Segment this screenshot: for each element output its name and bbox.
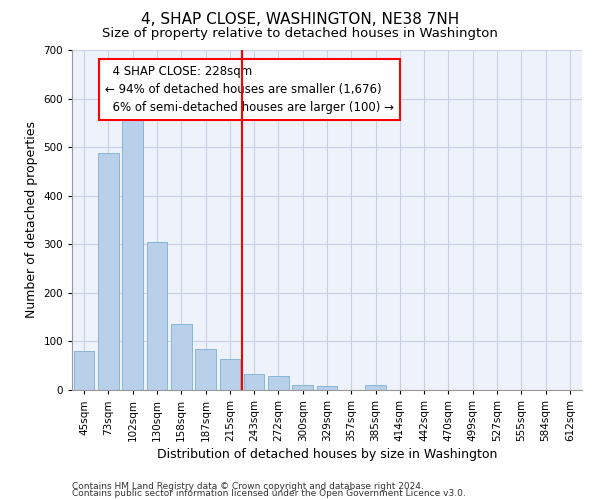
Bar	[220, 360, 240, 390]
Text: Size of property relative to detached houses in Washington: Size of property relative to detached ho…	[102, 28, 498, 40]
Text: 4, SHAP CLOSE, WASHINGTON, NE38 7NH: 4, SHAP CLOSE, WASHINGTON, NE38 7NH	[141, 12, 459, 28]
Bar	[146, 242, 167, 390]
Bar	[244, 374, 265, 390]
Bar	[292, 385, 313, 390]
Bar	[317, 386, 337, 390]
Y-axis label: Number of detached properties: Number of detached properties	[25, 122, 38, 318]
Bar	[122, 116, 143, 390]
Bar	[195, 349, 216, 390]
Bar	[268, 376, 289, 390]
Bar	[98, 154, 119, 390]
Text: 4 SHAP CLOSE: 228sqm
← 94% of detached houses are smaller (1,676)
  6% of semi-d: 4 SHAP CLOSE: 228sqm ← 94% of detached h…	[105, 66, 394, 114]
Bar	[171, 324, 191, 390]
Bar	[74, 351, 94, 390]
Text: Contains HM Land Registry data © Crown copyright and database right 2024.: Contains HM Land Registry data © Crown c…	[72, 482, 424, 491]
X-axis label: Distribution of detached houses by size in Washington: Distribution of detached houses by size …	[157, 448, 497, 461]
Text: Contains public sector information licensed under the Open Government Licence v3: Contains public sector information licen…	[72, 490, 466, 498]
Bar	[365, 385, 386, 390]
